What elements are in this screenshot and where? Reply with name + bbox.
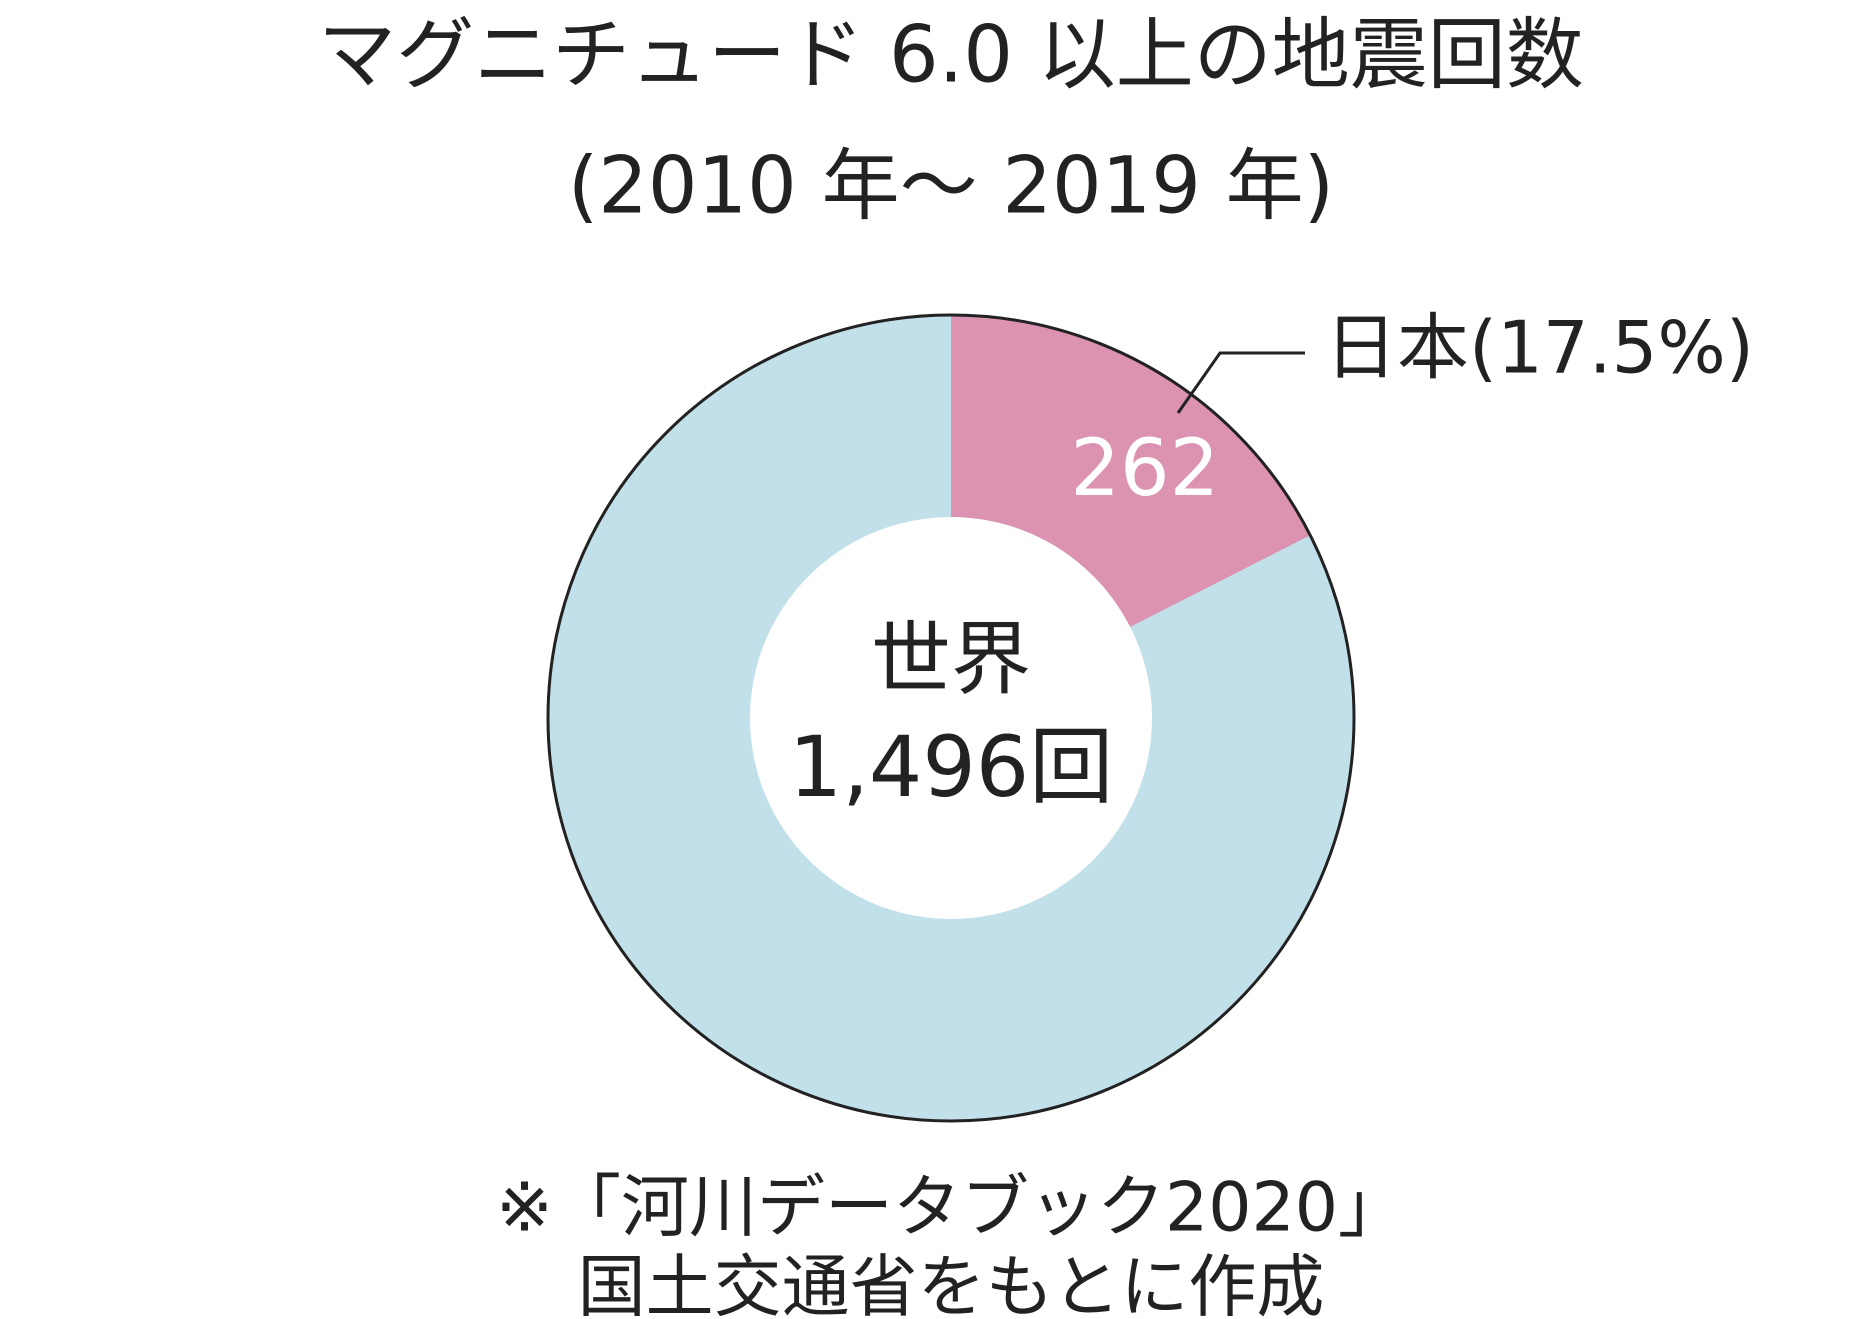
- chart-subtitle: (2010 年～ 2019 年): [568, 141, 1334, 231]
- center-label: 世界: [871, 613, 1031, 706]
- footnote: 国土交通省をもとに作成: [578, 1249, 1325, 1319]
- slice-value: 262: [1070, 424, 1219, 514]
- donut-slice: [951, 315, 1311, 627]
- donut-outline: [546, 313, 1356, 1123]
- total-label: 1,496回: [789, 718, 1113, 816]
- donut: 262: [546, 313, 1356, 1123]
- leader-line: [1176, 351, 1305, 414]
- footnote: ※「河川データブック2020」: [496, 1169, 1406, 1248]
- slice-label: 日本(17.5%): [1325, 306, 1754, 390]
- chart-title: マグニチュード 6.0 以上の地震回数: [318, 10, 1584, 100]
